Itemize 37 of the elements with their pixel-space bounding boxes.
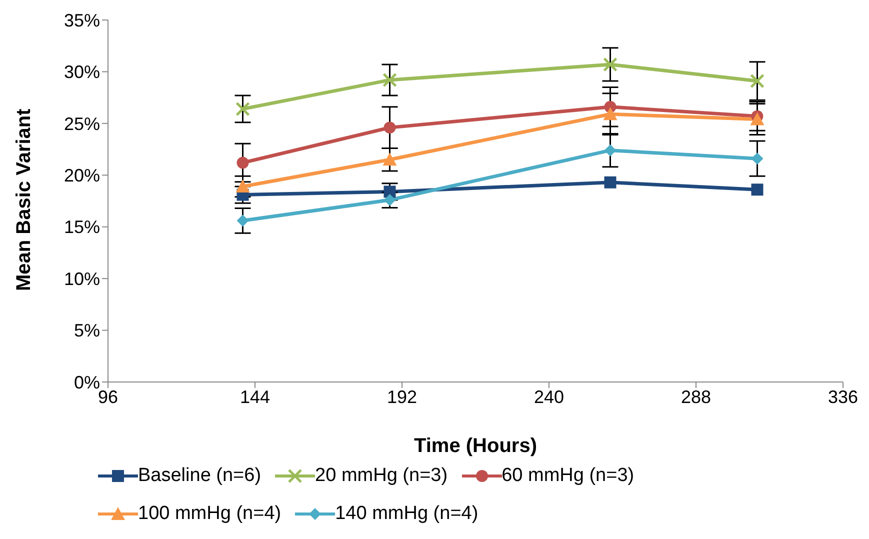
y-tick-label: 15%: [64, 217, 100, 238]
x-tick-label: 96: [98, 386, 118, 407]
point: [604, 144, 616, 156]
point: [236, 180, 250, 193]
point: [384, 122, 396, 134]
point: [236, 156, 249, 169]
point: [751, 152, 764, 165]
point: [603, 57, 618, 72]
y-tick-label: 20%: [64, 166, 100, 186]
y-tick-label: 30%: [64, 62, 100, 82]
point: [236, 214, 249, 227]
point: [384, 186, 396, 198]
legend-label: 140 mmHg (n=4): [335, 503, 478, 525]
point: [750, 74, 764, 88]
x-tick-label: 288: [680, 386, 712, 407]
legend-label: 100 mmHg (n=4): [138, 503, 282, 525]
y-tick-label: 35%: [64, 10, 100, 30]
point: [603, 107, 618, 120]
x-tick-label: 240: [534, 386, 564, 407]
y-tick-label: 5%: [74, 320, 100, 341]
point: [382, 152, 397, 166]
point: [604, 176, 616, 188]
legend-label: 60 mmHg (n=3): [502, 465, 634, 487]
y-tick-label: 10%: [64, 268, 100, 289]
legend-label: Baseline (n=6): [138, 465, 262, 487]
y-tick-label: 25%: [64, 114, 100, 134]
point: [236, 102, 250, 116]
x-tick-label: 192: [386, 386, 418, 407]
x-tick-label: 336: [828, 386, 858, 407]
x-tick-label: 144: [240, 386, 270, 407]
point: [750, 112, 764, 126]
point: [751, 184, 764, 196]
legend-label: 20 mmHg (n=3): [315, 465, 448, 487]
y-axis-title: Mean Basic Variant: [13, 108, 36, 291]
point: [382, 72, 397, 88]
y-tick-label: 0%: [74, 372, 100, 392]
x-axis-title: Time (Hours): [414, 435, 537, 457]
